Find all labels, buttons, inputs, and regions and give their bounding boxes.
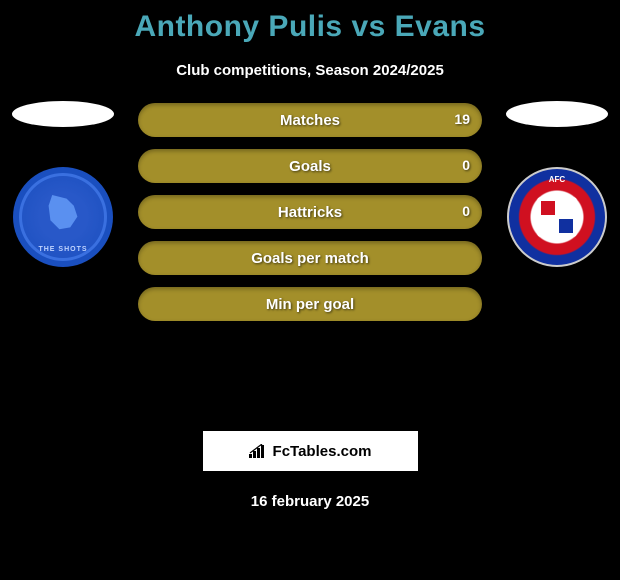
stat-label: Goals per match [251,250,369,267]
stat-right-value: 0 [462,157,470,173]
left-badge-text: THE SHOTS [13,246,113,253]
stat-label: Hattricks [278,204,342,221]
right-player-placeholder [506,101,608,127]
stat-right-value: 0 [462,203,470,219]
right-club-badge: AFC [507,167,607,267]
badge-shield-icon [537,197,577,237]
left-club-badge: THE SHOTS [13,167,113,267]
stat-label: Goals [289,158,331,175]
right-badge-text: AFC [507,175,607,184]
left-player-placeholder [12,101,114,127]
stat-label: Min per goal [266,296,354,313]
left-player-column: THE SHOTS [8,101,118,267]
stat-row-matches: Matches 19 [138,103,482,137]
page-title: Anthony Pulis vs Evans [0,0,620,44]
stat-row-goals-per-match: Goals per match [138,241,482,275]
fctables-watermark: FcTables.com [203,431,418,471]
stat-row-goals: Goals 0 [138,149,482,183]
stat-label: Matches [280,112,340,129]
fctables-label: FcTables.com [273,443,372,460]
right-player-column: AFC [502,101,612,267]
subtitle: Club competitions, Season 2024/2025 [0,62,620,79]
stat-row-min-per-goal: Min per goal [138,287,482,321]
stat-row-hattricks: Hattricks 0 [138,195,482,229]
stats-bars: Matches 19 Goals 0 Hattricks 0 Goals per… [138,103,482,333]
comparison-area: THE SHOTS AFC Matches 19 Goals 0 Hattric… [0,101,620,421]
date-label: 16 february 2025 [0,493,620,510]
bar-chart-icon [249,444,267,458]
stat-right-value: 19 [454,111,470,127]
